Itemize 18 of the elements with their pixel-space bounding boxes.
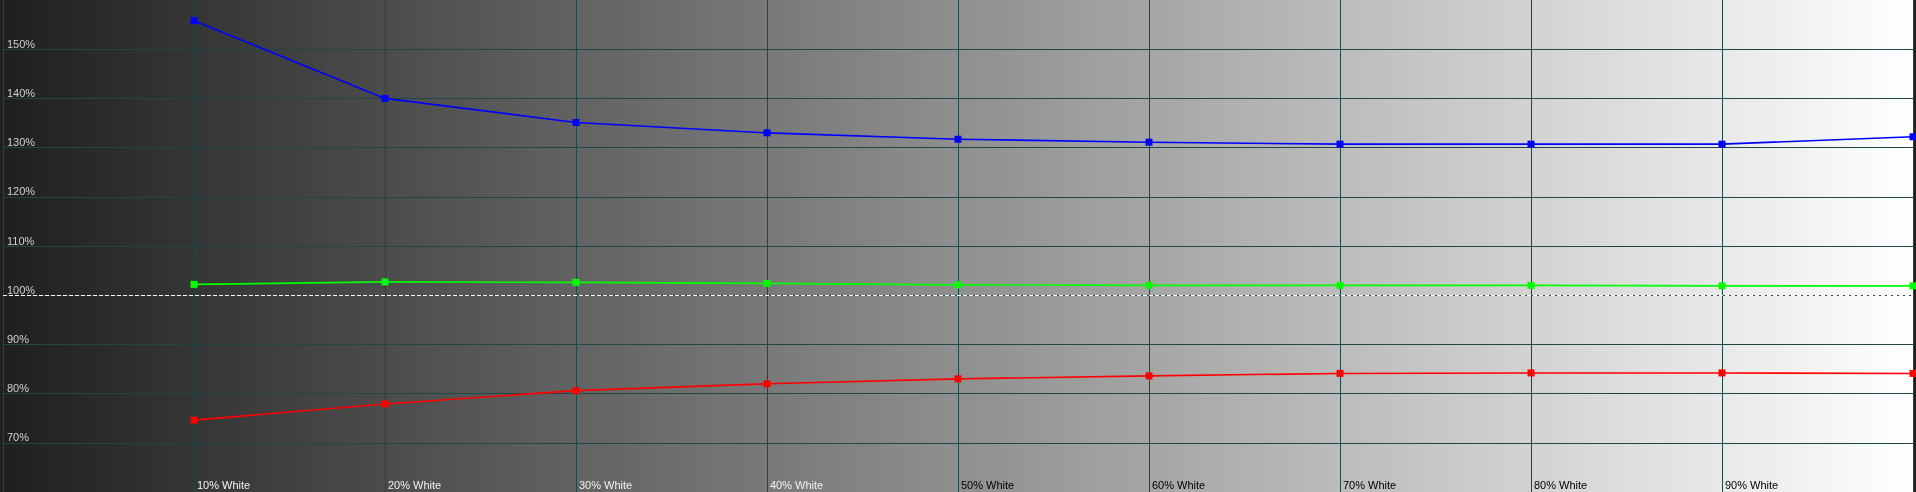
y-tick-label: 70% xyxy=(7,431,30,444)
y-tick-label: 90% xyxy=(7,332,30,345)
x-tick-label: 30% White xyxy=(579,478,633,491)
y-tick-label: 120% xyxy=(7,185,36,198)
x-tick-label: 70% White xyxy=(1343,478,1397,491)
y-tick-label: 110% xyxy=(7,234,35,247)
x-tick-label: 60% White xyxy=(1152,478,1206,491)
x-tick-label: 40% White xyxy=(770,478,824,491)
y-tick-label: 80% xyxy=(7,382,30,395)
x-tick-label: 90% White xyxy=(1725,478,1779,491)
x-tick-label: 80% White xyxy=(1534,478,1588,491)
y-tick-label: 100% xyxy=(7,283,36,296)
y-tick-label: 130% xyxy=(7,136,36,149)
y-tick-label: 150% xyxy=(7,37,36,50)
y-tick-label: 140% xyxy=(7,86,36,99)
x-tick-label: 20% White xyxy=(388,478,442,491)
x-tick-label: 50% White xyxy=(961,478,1015,491)
x-tick-label: 10% White xyxy=(197,478,251,491)
